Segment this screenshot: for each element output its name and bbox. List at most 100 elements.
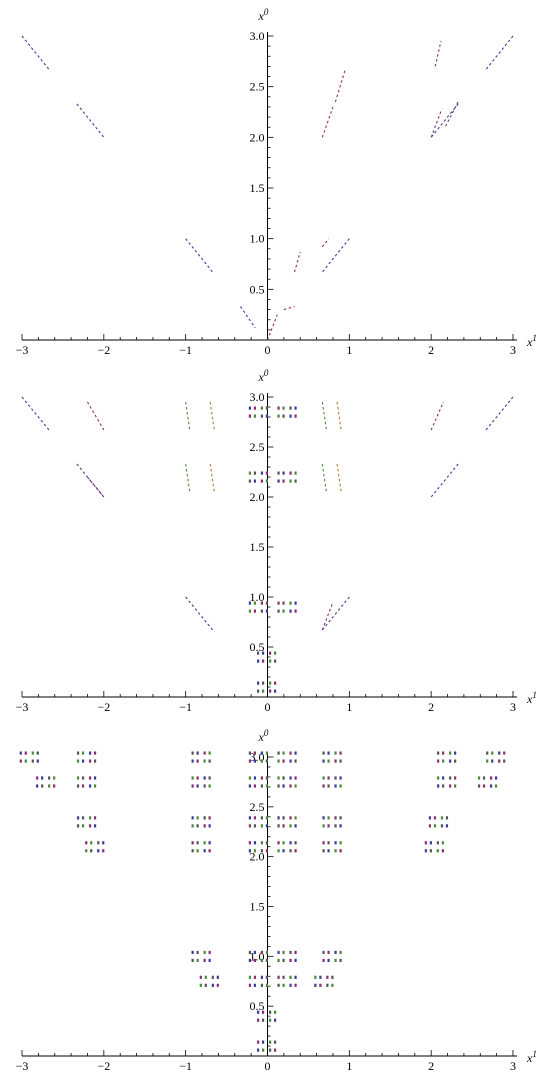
data-point <box>334 759 337 763</box>
data-point <box>269 659 272 663</box>
data-point <box>289 609 292 613</box>
data-point <box>41 784 44 788</box>
data-point <box>274 1010 277 1014</box>
data-point <box>294 751 297 755</box>
data-point <box>208 824 211 828</box>
data-point <box>277 759 280 763</box>
data-point <box>477 784 481 788</box>
data-point <box>294 414 297 418</box>
data-point <box>327 816 330 820</box>
data-point <box>93 824 97 828</box>
data-point <box>334 841 337 845</box>
data-point <box>191 751 194 755</box>
data-point <box>93 776 97 780</box>
point-cluster <box>437 776 457 788</box>
data-point <box>445 824 449 828</box>
data-point <box>442 784 445 788</box>
point-cluster <box>277 776 297 788</box>
data-point <box>265 776 269 780</box>
y-tick-label: 3.0 <box>250 750 265 764</box>
data-point <box>216 975 219 979</box>
x-tick-label: 0 <box>265 343 271 357</box>
data-point <box>199 983 202 987</box>
data-series-1 <box>21 35 514 329</box>
data-point <box>248 950 252 955</box>
data-point <box>491 751 494 755</box>
data-point <box>262 689 265 693</box>
data-point <box>76 784 80 788</box>
data-point <box>48 784 51 788</box>
data-point <box>260 479 264 483</box>
data-point <box>319 975 322 979</box>
data-point <box>339 849 342 853</box>
x-tick-label: −3 <box>16 343 29 357</box>
data-point <box>260 406 264 410</box>
data-point <box>289 784 292 788</box>
x-tick-label: −3 <box>16 1059 29 1073</box>
data-point <box>260 975 264 979</box>
data-point <box>208 759 211 763</box>
data-point <box>262 659 265 663</box>
point-cluster <box>191 950 211 963</box>
data-segment <box>321 238 330 248</box>
x-tick-label: 1 <box>346 700 352 714</box>
data-series-4 <box>209 401 342 493</box>
chart-panel-1: −3 −2 −1 0 1 2 3 0.5 1.0 1.5 2.0 2.5 3.0 x0 x1 <box>16 7 537 357</box>
data-point <box>322 950 325 955</box>
data-point <box>248 601 252 605</box>
data-segment <box>434 40 442 67</box>
data-point <box>253 824 257 828</box>
data-segment <box>321 401 327 431</box>
data-point <box>277 983 280 987</box>
data-point <box>334 824 337 828</box>
data-point <box>269 1018 272 1022</box>
data-point <box>282 983 285 987</box>
data-point <box>248 471 252 475</box>
data-point <box>491 759 494 763</box>
point-cluster <box>424 841 444 853</box>
x-tick-label: −2 <box>97 343 110 357</box>
data-segment <box>240 306 256 329</box>
data-point <box>294 759 297 763</box>
data-point <box>257 1018 260 1022</box>
data-point <box>196 841 199 845</box>
data-point <box>334 776 337 780</box>
y-tick-label: 2.5 <box>250 440 265 454</box>
data-point <box>265 983 269 987</box>
data-point <box>265 816 269 820</box>
data-point <box>257 1010 260 1014</box>
data-point <box>248 849 252 853</box>
data-point <box>294 841 297 845</box>
point-cluster <box>191 776 211 788</box>
data-point <box>282 841 285 845</box>
data-point <box>253 849 257 853</box>
data-point <box>437 776 440 780</box>
x-axis-label: x1 <box>526 690 537 706</box>
data-segment <box>321 601 334 631</box>
data-point <box>482 776 486 780</box>
data-segment <box>86 401 105 431</box>
data-point <box>262 651 265 655</box>
data-point <box>196 824 199 828</box>
data-segment <box>185 596 214 631</box>
data-point <box>203 824 206 828</box>
data-point <box>203 776 206 780</box>
data-segment <box>87 476 105 498</box>
data-point <box>282 414 285 418</box>
x-tick-label: 0 <box>265 1059 271 1073</box>
data-segment <box>430 103 459 138</box>
data-point <box>203 759 206 763</box>
point-cluster <box>277 406 297 418</box>
data-point <box>489 784 493 788</box>
data-point <box>269 681 272 685</box>
data-point <box>277 776 280 780</box>
data-point <box>322 849 325 853</box>
data-point <box>294 784 297 788</box>
point-cluster <box>277 950 297 963</box>
x-tick-label: 2 <box>428 343 434 357</box>
data-point <box>265 471 269 475</box>
point-cluster <box>322 751 342 763</box>
data-point <box>294 601 297 605</box>
x-tick-label: 1 <box>346 1059 352 1073</box>
data-point <box>327 958 330 963</box>
